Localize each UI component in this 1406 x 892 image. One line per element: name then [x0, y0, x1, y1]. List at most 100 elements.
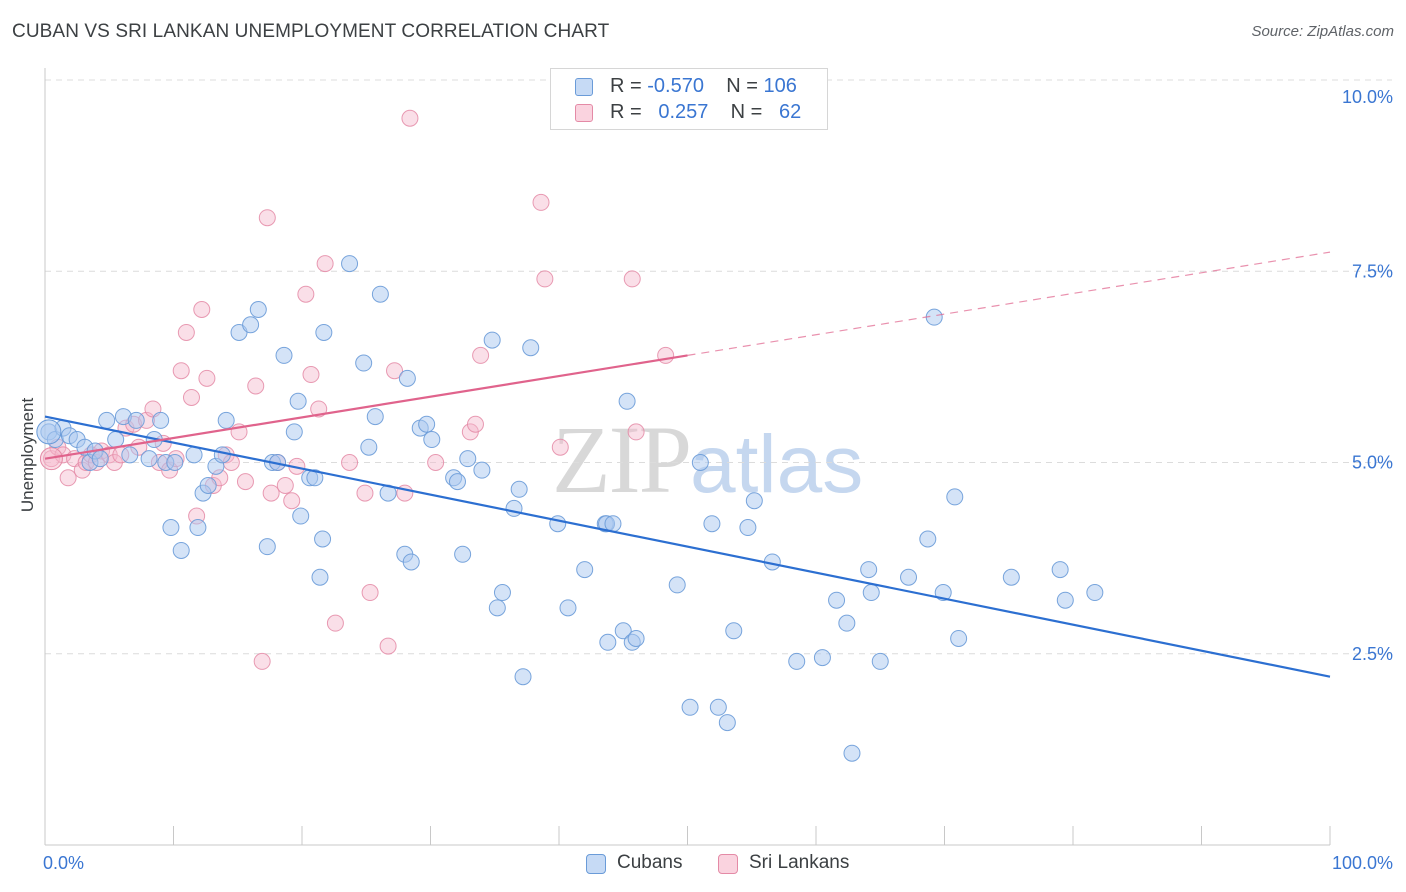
data-point-sri-lankans — [236, 473, 254, 491]
data-point-cubans — [900, 568, 918, 586]
correlation-legend: R = -0.570 N = 106 R = 0.257 N = 62 — [550, 68, 828, 130]
data-point-cubans — [1086, 584, 1104, 602]
data-point-sri-lankans — [361, 584, 379, 602]
data-point-cubans — [576, 561, 594, 579]
data-point-cubans — [355, 354, 373, 372]
data-point-cubans — [493, 584, 511, 602]
data-point-cubans — [166, 454, 184, 471]
data-point-sri-lankans — [466, 415, 484, 433]
data-point-sri-lankans — [198, 369, 216, 387]
data-point-cubans — [604, 515, 622, 533]
data-point-cubans — [127, 411, 145, 429]
data-point-cubans — [514, 668, 532, 686]
data-point-cubans — [371, 285, 389, 303]
data-point-cubans — [315, 323, 333, 341]
data-point-cubans — [275, 346, 293, 364]
data-point-cubans — [505, 499, 523, 517]
data-point-cubans — [140, 450, 158, 468]
data-point-cubans — [314, 530, 332, 548]
data-point-cubans — [242, 316, 260, 334]
data-point-sri-lankans — [472, 346, 490, 364]
data-point-cubans — [423, 431, 441, 449]
legend-label-cubans: Cubans — [617, 852, 683, 873]
y-tick-label: 5.0% — [1352, 453, 1393, 473]
data-point-cubans — [681, 698, 699, 716]
n-value: 62 — [779, 101, 802, 123]
data-point-cubans — [488, 599, 506, 617]
data-point-sri-lankans — [356, 484, 374, 502]
legend-text-sri-lankans: R = 0.257 N = 62 — [610, 101, 801, 124]
data-point-cubans — [217, 411, 235, 429]
data-point-cubans — [614, 622, 632, 640]
data-point-cubans — [249, 301, 267, 318]
data-point-cubans — [788, 652, 806, 670]
data-point-cubans — [718, 714, 736, 732]
data-point-sri-lankans — [379, 637, 397, 655]
data-point-sri-lankans — [262, 484, 280, 502]
data-point-sri-lankans — [536, 270, 554, 288]
data-point-cubans — [459, 450, 477, 468]
data-point-cubans — [285, 423, 303, 441]
data-point-cubans — [522, 339, 540, 357]
y-axis-label: Unemployment — [18, 397, 37, 513]
data-point-sri-lankans — [551, 438, 569, 456]
data-point-sri-lankans — [283, 492, 301, 510]
data-point-cubans — [199, 476, 217, 494]
x-tick-label: 0.0% — [43, 853, 84, 873]
legend-swatch-sri-lankans — [718, 854, 738, 874]
sri-lankans-points — [39, 109, 675, 670]
data-point-sri-lankans — [532, 193, 550, 211]
data-point-cubans — [185, 446, 203, 464]
data-point-sri-lankans — [326, 614, 344, 632]
data-point-cubans — [703, 515, 721, 533]
data-point-cubans — [725, 622, 743, 640]
data-point-cubans — [709, 698, 727, 716]
data-point-cubans — [1002, 568, 1020, 586]
data-point-cubans — [510, 480, 528, 498]
y-tick-label: 10.0% — [1342, 87, 1393, 107]
legend-text-cubans: R = -0.570 N = 106 — [610, 75, 797, 98]
data-point-cubans — [860, 561, 878, 579]
data-point-sri-lankans — [247, 377, 265, 395]
data-point-cubans — [668, 576, 686, 594]
data-point-cubans — [292, 507, 310, 525]
data-point-cubans — [289, 392, 307, 410]
trend-lines — [44, 251, 1331, 678]
data-point-cubans — [739, 519, 757, 537]
data-point-cubans — [448, 473, 466, 491]
data-point-sri-lankans — [386, 362, 404, 380]
data-point-cubans — [1056, 591, 1074, 609]
data-point-cubans — [946, 488, 964, 506]
data-point-cubans — [599, 633, 617, 651]
data-point-cubans — [311, 568, 329, 586]
r-label: R = — [610, 75, 642, 97]
y-tick-label: 7.5% — [1352, 261, 1393, 281]
data-point-cubans — [950, 629, 968, 647]
chart-title: CUBAN VS SRI LANKAN UNEMPLOYMENT CORRELA… — [12, 21, 610, 42]
trend-line-cubans — [44, 415, 1331, 678]
data-point-cubans — [360, 438, 378, 456]
data-point-sri-lankans — [177, 323, 195, 341]
legend-swatch-cubans — [575, 78, 593, 96]
data-point-cubans — [189, 519, 207, 537]
series-legend: Cubans Sri Lankans — [0, 852, 1406, 878]
data-point-cubans — [107, 431, 125, 449]
data-point-cubans — [745, 492, 763, 510]
data-point-sri-lankans — [341, 454, 359, 471]
data-point-cubans — [559, 599, 577, 617]
data-point-sri-lankans — [253, 652, 271, 670]
chart-source: Source: ZipAtlas.com — [1251, 23, 1394, 40]
data-point-sri-lankans — [316, 255, 334, 273]
data-point-cubans — [454, 545, 472, 563]
data-point-sri-lankans — [59, 469, 77, 487]
data-point-cubans — [341, 255, 359, 273]
data-point-cubans — [828, 591, 846, 609]
data-point-cubans — [919, 530, 937, 548]
data-point-sri-lankans — [258, 209, 276, 227]
data-point-cubans — [691, 454, 709, 471]
data-point-cubans — [871, 652, 889, 670]
data-point-cubans — [418, 415, 436, 433]
data-point-cubans — [91, 450, 109, 468]
trend-line-sri-lankans — [44, 354, 688, 460]
